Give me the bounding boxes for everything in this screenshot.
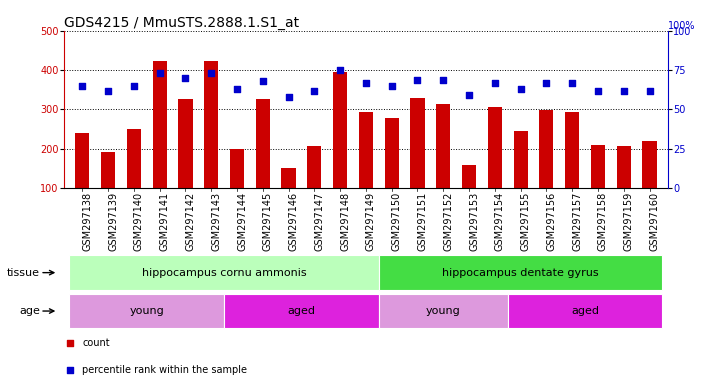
Point [386,83,398,89]
Text: GSM297158: GSM297158 [598,192,608,251]
Point [64,367,76,373]
Text: aged: aged [571,306,599,316]
Text: GSM297144: GSM297144 [237,192,247,250]
Point [180,75,191,81]
Bar [101,152,115,227]
Text: count: count [82,338,110,348]
Text: GDS4215 / MmuSTS.2888.1.S1_at: GDS4215 / MmuSTS.2888.1.S1_at [64,16,299,30]
Text: GSM297140: GSM297140 [134,192,144,250]
Text: GSM297143: GSM297143 [211,192,221,250]
Point [231,86,243,92]
Point [334,67,346,73]
Text: hippocampus cornu ammonis: hippocampus cornu ammonis [142,268,306,278]
Bar [281,168,296,227]
Point [540,79,552,86]
Text: GSM297156: GSM297156 [546,192,556,251]
Bar [333,72,347,227]
Bar [643,141,657,227]
Point [361,79,372,86]
Point [463,92,475,98]
Text: age: age [19,306,40,316]
Text: aged: aged [288,306,316,316]
Text: GSM297141: GSM297141 [160,192,170,250]
Text: young: young [129,306,164,316]
Point [644,88,655,94]
Text: GSM297150: GSM297150 [392,192,402,251]
Point [102,88,114,94]
Point [308,88,320,94]
Point [566,79,578,86]
Bar [204,61,218,227]
Text: GSM297146: GSM297146 [288,192,298,250]
Bar [75,133,89,227]
Point [129,83,140,89]
Text: GSM297139: GSM297139 [108,192,118,250]
Point [489,79,501,86]
Bar [513,131,528,227]
Bar [539,110,553,227]
Bar [379,255,663,290]
Bar [462,164,476,227]
Bar [256,99,270,227]
Point [593,88,604,94]
Text: percentile rank within the sample: percentile rank within the sample [82,365,247,375]
Bar [69,294,224,328]
Bar [591,145,605,227]
Text: GSM297160: GSM297160 [650,192,660,250]
Bar [565,112,579,227]
Bar [127,129,141,227]
Text: GSM297142: GSM297142 [186,192,196,251]
Text: GSM297155: GSM297155 [521,192,531,251]
Text: GSM297145: GSM297145 [263,192,273,251]
Bar [385,119,399,227]
Text: GSM297148: GSM297148 [340,192,350,250]
Bar [617,146,631,227]
Text: GSM297151: GSM297151 [418,192,428,251]
Bar [230,149,244,227]
Text: GSM297152: GSM297152 [443,192,453,251]
Bar [508,294,663,328]
Text: GSM297147: GSM297147 [314,192,324,251]
Point [64,340,76,346]
Point [206,70,217,76]
Text: hippocampus dentate gyrus: hippocampus dentate gyrus [442,268,599,278]
Bar [488,107,502,227]
Text: GSM297154: GSM297154 [495,192,505,251]
Bar [153,61,167,227]
Text: tissue: tissue [7,268,40,278]
Text: GSM297149: GSM297149 [366,192,376,250]
Bar [224,294,379,328]
Bar [69,255,379,290]
Text: GSM297138: GSM297138 [82,192,92,250]
Point [412,76,423,83]
Text: GSM297153: GSM297153 [469,192,479,251]
Point [515,86,526,92]
Bar [178,99,193,227]
Text: GSM297159: GSM297159 [624,192,634,251]
Text: GSM297157: GSM297157 [572,192,582,251]
Bar [307,146,321,227]
Point [154,70,166,76]
Point [438,76,449,83]
Bar [411,98,425,227]
Point [257,78,268,84]
Text: 100%: 100% [668,21,695,31]
Bar [436,104,451,227]
Bar [379,294,508,328]
Point [76,83,88,89]
Point [283,94,294,100]
Point [618,88,630,94]
Bar [359,112,373,227]
Text: young: young [426,306,461,316]
